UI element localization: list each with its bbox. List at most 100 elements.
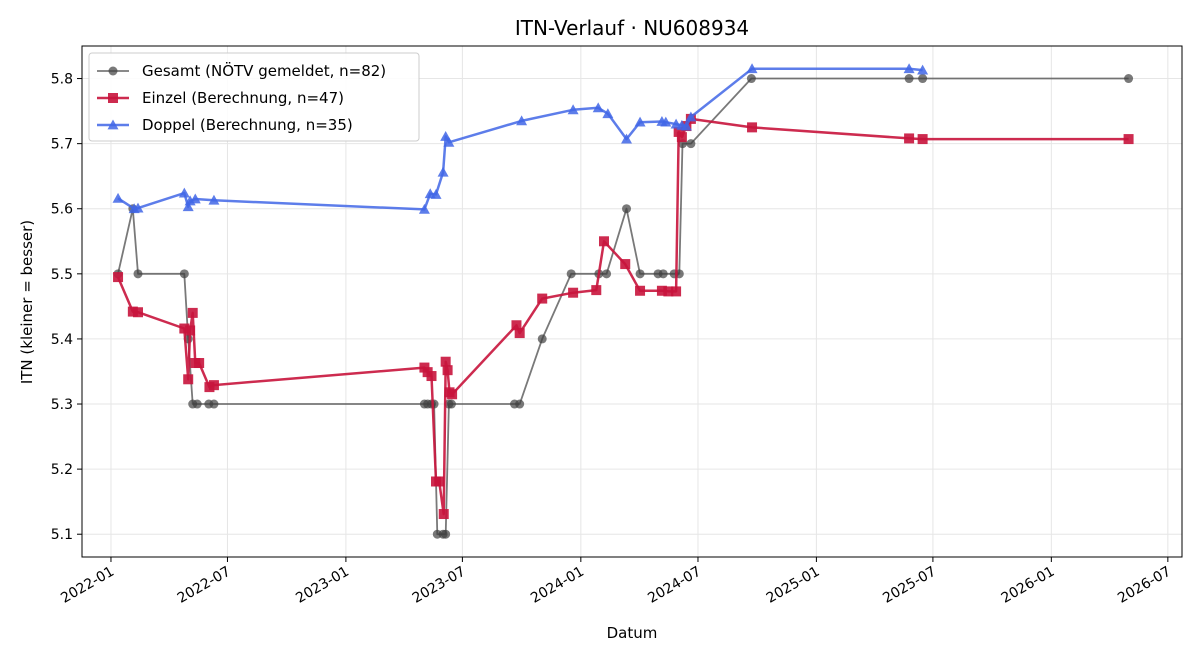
data-point — [904, 133, 915, 144]
data-point — [591, 285, 602, 296]
data-point — [537, 334, 547, 344]
data-point — [673, 126, 684, 137]
data-point — [208, 380, 219, 391]
data-point — [516, 115, 528, 126]
data-point — [658, 269, 668, 279]
data-point — [418, 203, 430, 214]
data-point — [209, 399, 219, 409]
data-point — [621, 133, 633, 144]
data-point — [568, 287, 579, 298]
y-tick-label: 5.1 — [51, 527, 73, 543]
data-point — [434, 476, 445, 487]
data-point — [178, 187, 190, 198]
data-point — [438, 509, 449, 520]
data-point — [430, 188, 442, 199]
series-layer — [112, 63, 1134, 539]
data-point — [515, 399, 525, 409]
data-point — [514, 328, 525, 339]
data-point — [437, 166, 449, 177]
data-point — [680, 120, 692, 131]
data-point — [182, 201, 194, 212]
data-point — [179, 323, 190, 334]
data-point — [599, 236, 610, 247]
data-point — [537, 293, 548, 304]
y-tick-label: 5.8 — [51, 72, 73, 88]
data-point — [185, 325, 196, 336]
data-point — [446, 399, 456, 409]
data-point — [189, 193, 201, 204]
data-point — [443, 136, 455, 147]
data-point — [592, 102, 604, 113]
data-point — [685, 111, 697, 122]
data-point — [113, 272, 124, 283]
data-point — [183, 374, 194, 385]
data-point — [192, 399, 202, 409]
data-point — [634, 116, 646, 127]
series-gesamt — [113, 74, 1134, 539]
legend-marker — [108, 66, 118, 76]
legend-label: Gesamt (NÖTV gemeldet, n=82) — [142, 61, 386, 80]
y-tick-label: 5.5 — [51, 267, 73, 283]
legend-marker — [107, 119, 119, 130]
data-point — [635, 285, 646, 296]
data-point — [194, 358, 205, 369]
legend-marker — [108, 93, 118, 103]
data-point — [747, 122, 758, 133]
data-point — [602, 269, 612, 279]
data-point — [660, 116, 672, 127]
data-point — [620, 259, 631, 270]
legend: Gesamt (NÖTV gemeldet, n=82) Einzel (Bere… — [88, 52, 420, 142]
data-point — [127, 306, 138, 317]
data-point — [1124, 74, 1134, 84]
data-point — [132, 307, 143, 318]
y-tick-label: 5.6 — [51, 202, 73, 218]
data-point — [208, 194, 220, 205]
data-point — [904, 74, 914, 84]
data-point — [511, 320, 522, 331]
data-point — [442, 365, 453, 376]
x-axis-title: Datum — [607, 624, 658, 642]
series-doppel — [112, 63, 929, 214]
data-point — [187, 307, 198, 318]
y-axis: 5.1 5.2 5.3 5.4 5.5 5.6 5.7 5.8 — [51, 72, 82, 543]
data-point — [671, 286, 682, 297]
data-point — [676, 132, 687, 143]
data-point — [746, 63, 758, 74]
data-point — [903, 63, 915, 74]
data-point — [440, 356, 451, 367]
y-axis-title: ITN (kleiner = besser) — [18, 220, 36, 384]
legend-label: Doppel (Berechnung, n=35) — [142, 116, 353, 134]
data-point — [686, 139, 696, 149]
data-point — [918, 74, 928, 84]
data-point — [602, 108, 614, 119]
data-point — [746, 74, 756, 84]
plot-frame — [81, 45, 1183, 558]
legend-item: Doppel (Berechnung, n=35) — [97, 116, 353, 134]
legend-box — [88, 52, 420, 142]
data-point — [917, 134, 928, 145]
y-tick-label: 5.7 — [51, 137, 73, 153]
data-point — [566, 269, 576, 279]
data-point — [426, 371, 437, 382]
data-point — [179, 269, 189, 279]
data-point — [635, 269, 645, 279]
data-point — [447, 389, 458, 400]
legend-item: Einzel (Berechnung, n=47) — [97, 89, 344, 107]
data-point — [663, 286, 674, 297]
chart-title: ITN-Verlauf · NU608934 — [515, 16, 749, 40]
data-point — [112, 192, 124, 203]
data-point — [132, 202, 144, 213]
data-point — [656, 285, 667, 296]
data-point — [567, 104, 579, 115]
y-tick-label: 5.3 — [51, 397, 73, 413]
data-point — [133, 269, 143, 279]
y-tick-label: 5.4 — [51, 332, 73, 348]
data-point — [622, 204, 632, 214]
y-tick-label: 5.2 — [51, 462, 73, 478]
legend-item: Gesamt (NÖTV gemeldet, n=82) — [97, 61, 386, 80]
data-point — [917, 64, 929, 75]
data-point — [441, 529, 451, 539]
legend-label: Einzel (Berechnung, n=47) — [142, 89, 344, 107]
data-point — [1123, 134, 1134, 145]
